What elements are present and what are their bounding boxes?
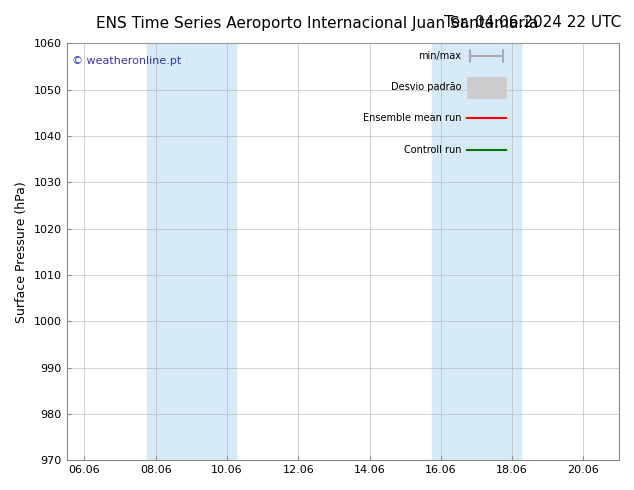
Text: Ter. 04.06.2024 22 UTC: Ter. 04.06.2024 22 UTC	[444, 15, 621, 30]
Text: © weatheronline.pt: © weatheronline.pt	[72, 56, 181, 66]
Bar	[432, 44, 521, 460]
Text: Controll run: Controll run	[404, 145, 462, 155]
Text: Ensemble mean run: Ensemble mean run	[363, 114, 462, 123]
Y-axis label: Surface Pressure (hPa): Surface Pressure (hPa)	[15, 181, 28, 323]
Text: min/max: min/max	[418, 51, 462, 61]
Text: Desvio padrão: Desvio padrão	[391, 82, 462, 92]
Text: ENS Time Series Aeroporto Internacional Juan Santamaría: ENS Time Series Aeroporto Internacional …	[96, 15, 538, 31]
Bar	[146, 44, 236, 460]
Bar	[467, 77, 506, 98]
